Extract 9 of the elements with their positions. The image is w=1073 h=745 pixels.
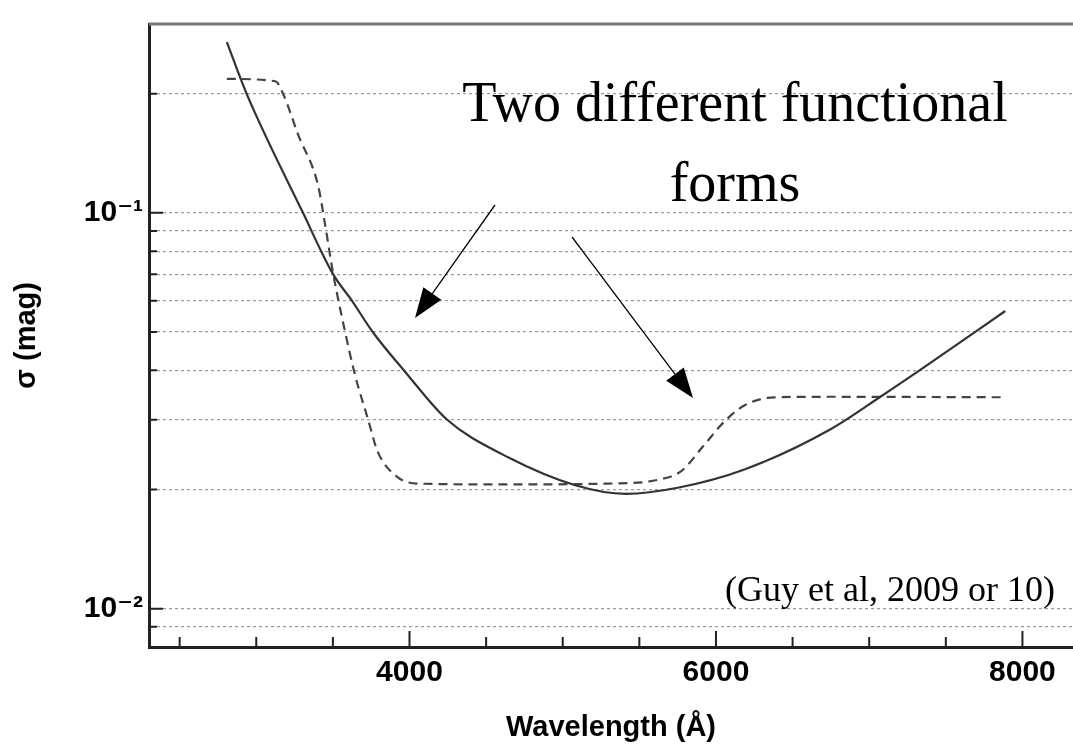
x-tick-label: 6000 [682, 654, 750, 688]
annotation: Two different functional forms [461, 70, 1009, 215]
annotation: (Guy et al, 2009 or 10) [724, 568, 1055, 610]
x-tick-label: 8000 [989, 654, 1056, 688]
y-tick-label: 10⁻² [83, 589, 143, 623]
y-tick-label: 10⁻¹ [83, 194, 143, 228]
x-tick-label: 4000 [376, 654, 443, 688]
x-axis-title: Wavelength (Å) [506, 709, 716, 742]
y-axis-title: σ (mag) [9, 282, 42, 389]
